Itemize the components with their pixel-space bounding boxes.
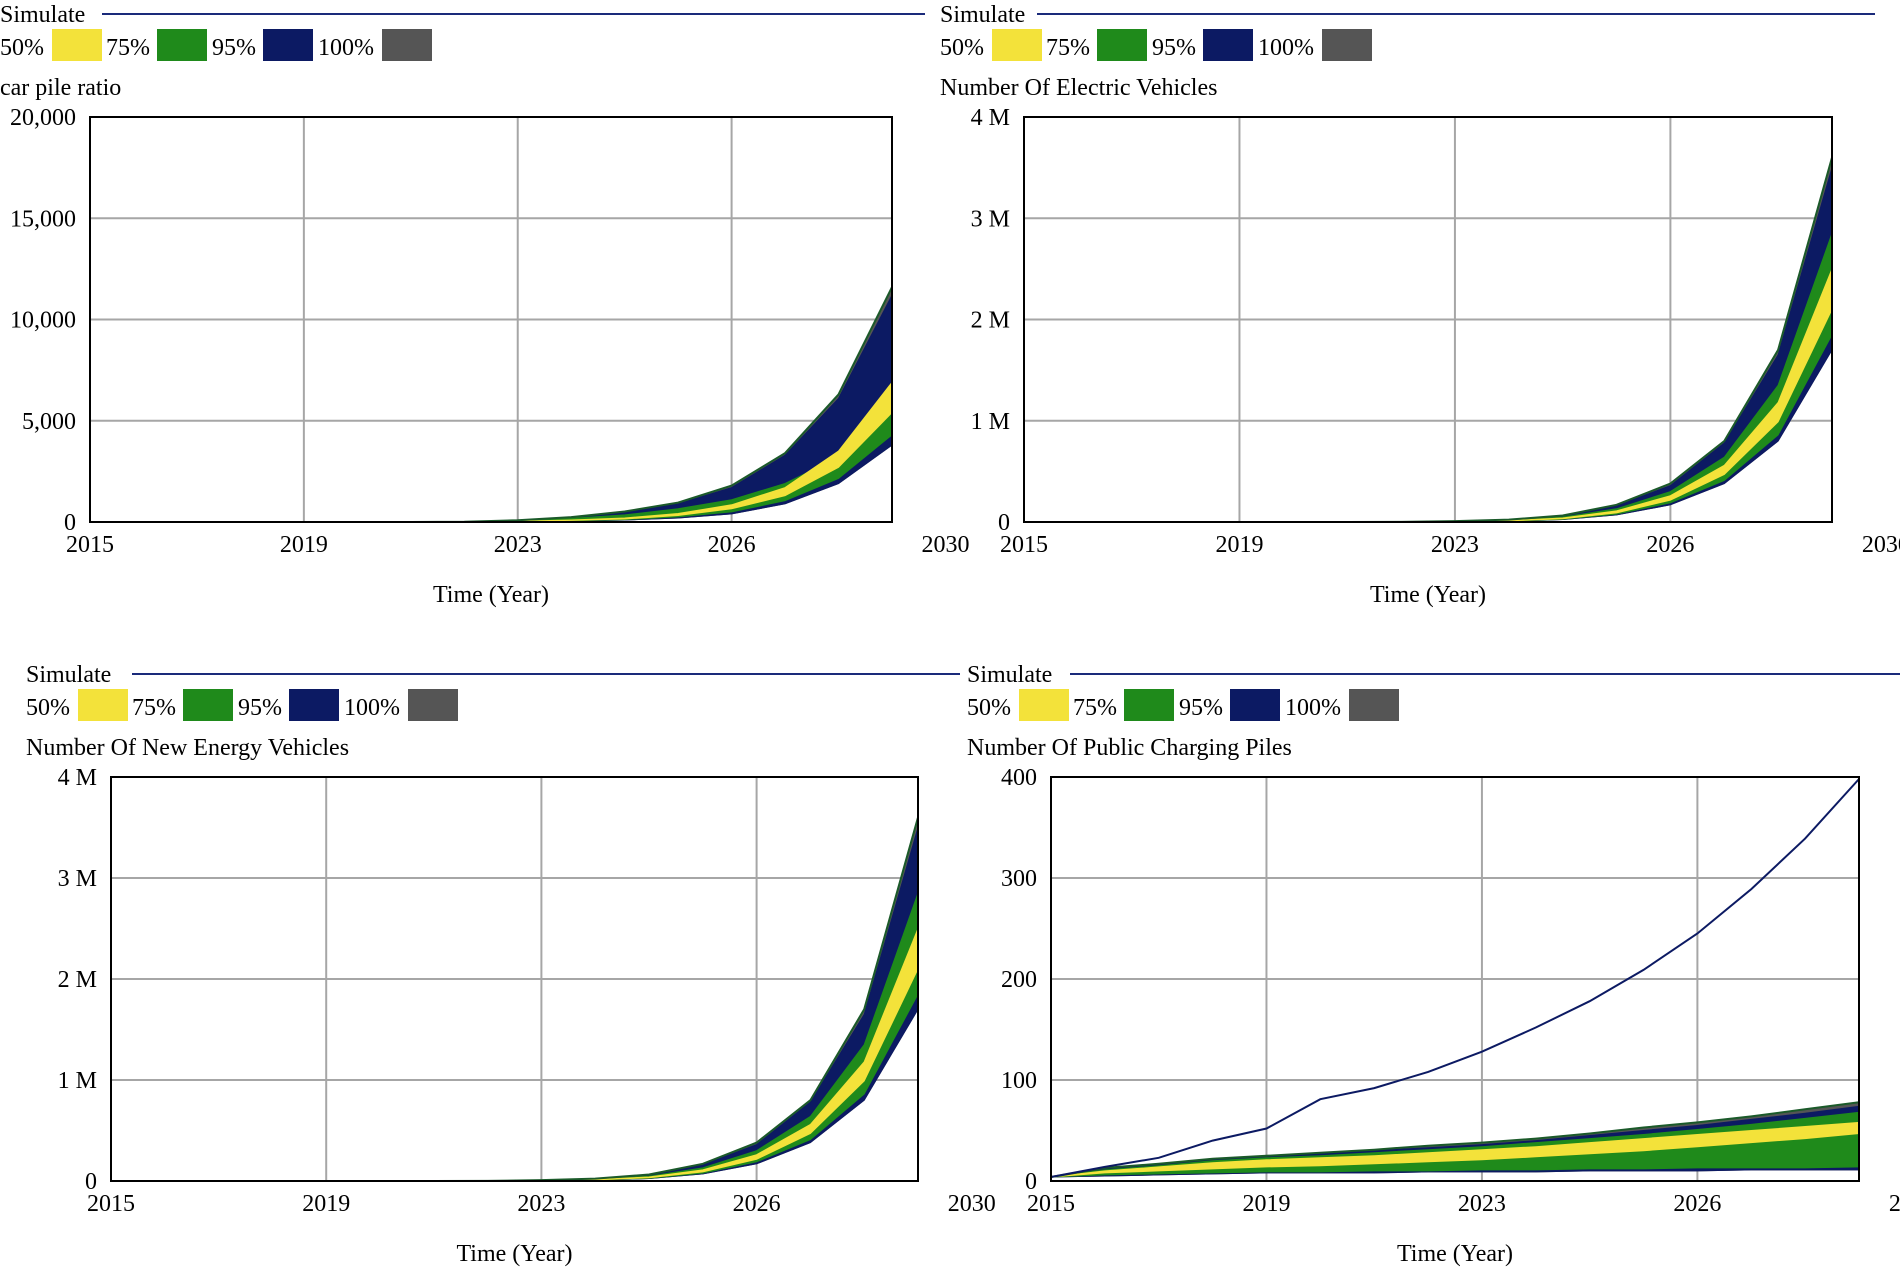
legend-swatch-75pct <box>183 689 233 721</box>
x-tick-label: 2030 <box>921 532 969 558</box>
x-tick-label: 2015 <box>1027 1191 1075 1217</box>
panel-number-of-electric-vehicles: Simulate 50% 75% 95% 100% Number Of Electric … <box>940 2 1900 608</box>
legend-swatch-100pct <box>408 689 458 721</box>
legend-label-75pct: 75% <box>1046 35 1090 61</box>
y-tick-label: 300 <box>1001 866 1037 892</box>
y-tick-label: 15,000 <box>10 206 76 232</box>
legend-label-95pct: 95% <box>238 695 282 721</box>
x-tick-label: 2030 <box>1889 1191 1900 1217</box>
y-tick-label: 2 M <box>971 308 1010 334</box>
run-name-header: Simulate <box>940 2 1025 28</box>
legend-swatch-75pct <box>157 29 207 61</box>
y-tick-label: 400 <box>1001 765 1037 791</box>
legend-swatch-95pct <box>263 29 313 61</box>
x-tick-label: 2019 <box>1215 532 1263 558</box>
x-tick-label: 2023 <box>1458 1191 1506 1217</box>
y-tick-label: 20,000 <box>10 105 76 131</box>
single-run-line <box>1050 778 1860 1178</box>
x-axis-label: Time (Year) <box>1397 1241 1513 1267</box>
panel-number-of-public-charging-piles: Simulate 50% 75% 95% 100% Number Of Public Ch… <box>967 662 1900 1267</box>
run-name-header: Simulate <box>0 2 85 28</box>
legend-label-50pct: 50% <box>0 35 44 61</box>
run-name-header: Simulate <box>26 662 111 688</box>
x-tick-label: 2023 <box>1431 532 1479 558</box>
x-tick-label: 2026 <box>1646 532 1694 558</box>
y-tick-label: 100 <box>1001 1068 1037 1094</box>
x-tick-label: 2019 <box>302 1191 350 1217</box>
y-tick-label: 2 M <box>58 967 97 993</box>
run-name-header: Simulate <box>967 662 1052 688</box>
x-tick-label: 2023 <box>517 1191 565 1217</box>
y-tick-label: 0 <box>85 1169 97 1195</box>
legend-label-50pct: 50% <box>940 35 984 61</box>
y-tick-label: 5,000 <box>22 409 76 435</box>
y-tick-label: 4 M <box>971 105 1010 131</box>
x-tick-label: 2015 <box>1000 532 1048 558</box>
y-tick-label: 0 <box>1025 1169 1037 1195</box>
legend-swatch-95pct <box>1203 29 1253 61</box>
x-axis-label: Time (Year) <box>1370 582 1486 608</box>
legend-label-50pct: 50% <box>967 695 1011 721</box>
x-tick-label: 2015 <box>66 532 114 558</box>
plot-frame <box>1023 116 1833 523</box>
legend-label-100pct: 100% <box>344 695 400 721</box>
chart-title: Number Of Public Charging Piles <box>967 735 1292 761</box>
panel-car-pile-ratio: Simulate 50% 75% 95% 100% car pile ratio 0 5,00… <box>0 2 969 608</box>
y-tick-label: 1 M <box>58 1068 97 1094</box>
x-tick-label: 2015 <box>87 1191 135 1217</box>
legend-label-50pct: 50% <box>26 695 70 721</box>
y-tick-label: 10,000 <box>10 308 76 334</box>
x-tick-label: 2023 <box>494 532 542 558</box>
legend-label-100pct: 100% <box>318 35 374 61</box>
y-tick-label: 3 M <box>58 866 97 892</box>
x-axis-label: Time (Year) <box>456 1241 572 1267</box>
legend-swatch-100pct <box>382 29 432 61</box>
legend-swatch-95pct <box>289 689 339 721</box>
plot-frame <box>89 116 893 523</box>
x-tick-label: 2026 <box>733 1191 781 1217</box>
legend-label-95pct: 95% <box>1152 35 1196 61</box>
x-tick-label: 2019 <box>1242 1191 1290 1217</box>
plot-frame <box>1050 776 1860 1182</box>
y-tick-label: 0 <box>64 510 76 536</box>
y-tick-label: 0 <box>998 510 1010 536</box>
legend-swatch-75pct <box>1097 29 1147 61</box>
legend-swatch-50pct <box>52 29 102 61</box>
legend-label-95pct: 95% <box>212 35 256 61</box>
x-tick-label: 2026 <box>708 532 756 558</box>
x-axis-label: Time (Year) <box>433 582 549 608</box>
x-tick-label: 2030 <box>1862 532 1900 558</box>
y-tick-label: 200 <box>1001 967 1037 993</box>
chart-title: Number Of Electric Vehicles <box>940 75 1217 101</box>
y-tick-label: 4 M <box>58 765 97 791</box>
legend-swatch-50pct <box>1019 689 1069 721</box>
legend-label-75pct: 75% <box>106 35 150 61</box>
legend-label-75pct: 75% <box>1073 695 1117 721</box>
legend-label-75pct: 75% <box>132 695 176 721</box>
chart-title: Number Of New Energy Vehicles <box>26 735 349 761</box>
x-tick-label: 2026 <box>1673 1191 1721 1217</box>
legend-swatch-100pct <box>1322 29 1372 61</box>
legend-swatch-75pct <box>1124 689 1174 721</box>
x-tick-label: 2030 <box>948 1191 996 1217</box>
x-tick-label: 2019 <box>280 532 328 558</box>
legend-swatch-95pct <box>1230 689 1280 721</box>
legend-label-100pct: 100% <box>1258 35 1314 61</box>
legend-swatch-50pct <box>78 689 128 721</box>
plot-frame <box>110 776 919 1182</box>
legend-label-95pct: 95% <box>1179 695 1223 721</box>
legend-swatch-50pct <box>992 29 1042 61</box>
chart-title: car pile ratio <box>0 75 121 101</box>
panel-number-of-new-energy-vehicles: Simulate 50% 75% 95% 100% Number Of New Energ… <box>26 662 996 1267</box>
legend-swatch-100pct <box>1349 689 1399 721</box>
y-tick-label: 3 M <box>971 206 1010 232</box>
band-outline <box>1050 1101 1860 1178</box>
legend-label-100pct: 100% <box>1285 695 1341 721</box>
y-tick-label: 1 M <box>971 409 1010 435</box>
